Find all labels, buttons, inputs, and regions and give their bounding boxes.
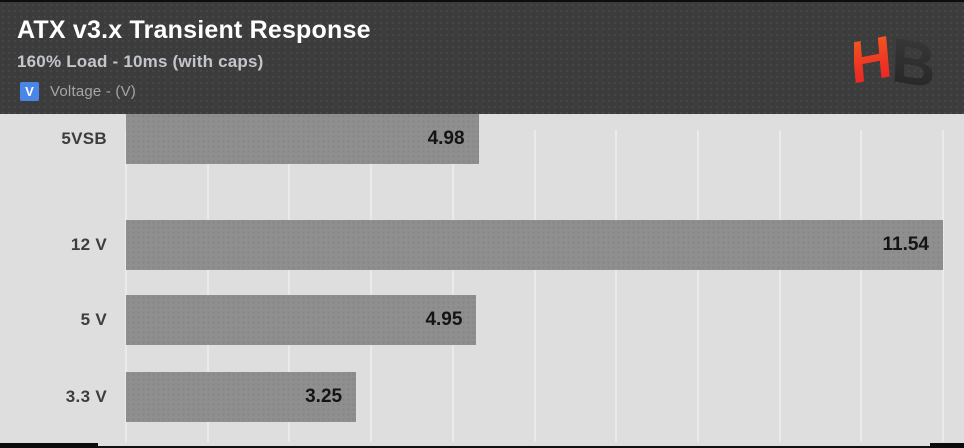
gridline [206,130,209,442]
bar-track: 4.98 [126,114,943,164]
bar-track: 3.25 [126,372,943,422]
bar: 3.25 [126,372,357,422]
gridline [288,130,291,442]
hardware-busters-logo: B H [847,16,938,104]
category-label: 5 V [80,310,107,329]
bar-row-3.3v: 3.3 V 3.25 [0,372,964,422]
gridline [533,130,536,442]
legend-swatch-icon: V [20,81,39,101]
gridline [615,130,618,442]
category-label: 3.3 V [65,387,107,406]
value-label: 3.25 [305,386,343,407]
gridline [451,130,454,442]
legend-label: Voltage - (V) [50,82,136,100]
bar-track: 11.54 [126,220,943,270]
plot-area: 12 V 11.54 5 V 4.95 3.3 V 3.25 [0,114,964,448]
chart-title: ATX v3.x Transient Response [17,16,371,44]
bar-row-12v: 12 V 11.54 [0,220,964,270]
bar-track: 4.95 [126,295,943,345]
bar-row-5v: 5 V 4.95 [0,295,964,345]
value-label: 4.95 [425,309,463,330]
chart-header: ATX v3.x Transient Response 160% Load - … [0,0,964,114]
value-label: 4.98 [427,128,465,149]
gridline [370,130,373,442]
svg-text:B: B [890,26,937,102]
bar-row-5vsb: 5VSB 4.98 [0,114,964,164]
gridline [696,130,699,442]
gridline [778,130,781,442]
gridline [125,130,127,442]
legend: V Voltage - (V) [20,81,136,101]
chart-subtitle: 160% Load - 10ms (with caps) [17,52,264,71]
value-label: 11.54 [882,234,930,255]
bar: 11.54 [126,220,943,270]
bar: 4.98 [126,114,479,164]
category-label: 12 V [70,235,107,254]
gridline [942,130,944,442]
gridline [860,130,863,442]
hb-logo-icon: B H [847,24,937,102]
category-label: 5VSB [61,129,107,148]
bar: 4.95 [126,295,477,345]
gridlines [125,130,944,442]
svg-text:H: H [854,24,895,97]
